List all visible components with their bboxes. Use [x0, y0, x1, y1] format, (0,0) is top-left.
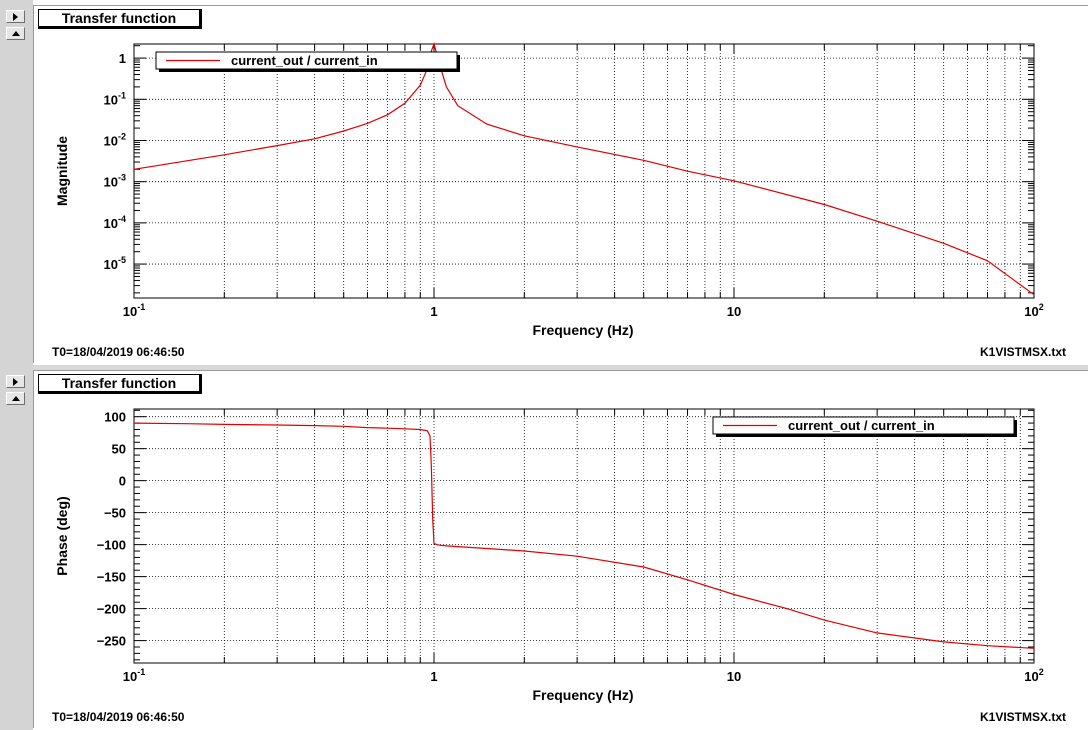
x-tick-label: 10 [727, 304, 741, 319]
legend: current_out / current_in [155, 51, 460, 72]
legend-label: current_out / current_in [231, 53, 378, 68]
series-line [133, 422, 1035, 649]
plot-area [133, 43, 1035, 299]
legend-label: current_out / current_in [788, 418, 935, 433]
x-tick-label: 10-1 [123, 667, 145, 684]
x-tick-label: 102 [1024, 667, 1043, 684]
y-tick-label: 10-4 [104, 214, 126, 231]
legend: current_out / current_in [712, 416, 1017, 437]
y-tick-label: 10-3 [104, 173, 126, 190]
plot-area [133, 408, 1035, 664]
y-tick-label: −200 [97, 602, 126, 617]
footer-timestamp: T0=18/04/2019 06:46:50 [52, 710, 185, 724]
side-toolbar [0, 0, 33, 365]
y-tick-label: −150 [97, 570, 126, 585]
legend-box [712, 416, 1015, 435]
y-tick-label: 100 [104, 410, 126, 425]
play-triangle-icon [13, 13, 18, 21]
x-axis-label: Frequency (Hz) [532, 322, 633, 338]
plot-title[interactable]: Transfer function [38, 374, 202, 394]
collapse-button[interactable] [6, 27, 25, 40]
footer-filename: K1VISTMSX.txt [979, 345, 1066, 359]
collapse-button[interactable] [6, 392, 25, 405]
expand-button[interactable] [6, 10, 25, 23]
magnitude-chart: 10-1 1 10 102 1 10-1 10-2 10-3 10-4 10-5 Frequency… [54, 42, 1044, 338]
y-tick-label: −100 [97, 538, 126, 553]
plot-title[interactable]: Transfer function [38, 9, 202, 29]
footer-timestamp: T0=18/04/2019 06:46:50 [52, 345, 185, 359]
x-grid [223, 44, 1021, 298]
y-axis-label: Magnitude [54, 136, 70, 206]
y-tick-label: 50 [112, 442, 126, 457]
y-tick-label: 10-1 [104, 90, 126, 107]
y-tick-label: −50 [104, 506, 126, 521]
up-triangle-icon [12, 396, 20, 401]
x-tick-label: 1 [430, 304, 437, 319]
x-axis-label: Frequency (Hz) [532, 687, 633, 703]
x-tick-label: 1 [430, 669, 437, 684]
y-axis-label: Phase (deg) [54, 496, 70, 575]
up-triangle-icon [12, 31, 20, 36]
y-tick-label: 0 [119, 474, 126, 489]
phase-panel: Transfer function 10-1 1 10 102 100 50 0 −50 −10… [0, 365, 1088, 730]
x-tick-label: 10 [727, 669, 741, 684]
y-grid [134, 45, 1034, 294]
legend-box [155, 51, 458, 70]
y-tick-label: 1 [119, 51, 126, 66]
x-grid [223, 409, 1021, 663]
phase-chart: 10-1 1 10 102 100 50 0 −50 −100 −150 −200 −250 Frequ… [54, 408, 1044, 703]
footer-filename: K1VISTMSX.txt [979, 710, 1066, 724]
y-tick-label: 10-2 [104, 131, 126, 148]
expand-button[interactable] [6, 375, 25, 388]
x-tick-label: 102 [1024, 302, 1043, 319]
panel-divider [0, 365, 1088, 371]
x-tick-label: 10-1 [123, 302, 145, 319]
y-tick-label: 10-5 [104, 255, 126, 272]
side-toolbar [0, 365, 33, 730]
magnitude-panel: Transfer function 10-1 1 10 102 1 10-1 10-2 10-… [0, 0, 1088, 365]
play-triangle-icon [13, 378, 18, 386]
y-tick-label: −250 [97, 634, 126, 649]
y-grid [134, 409, 1034, 661]
